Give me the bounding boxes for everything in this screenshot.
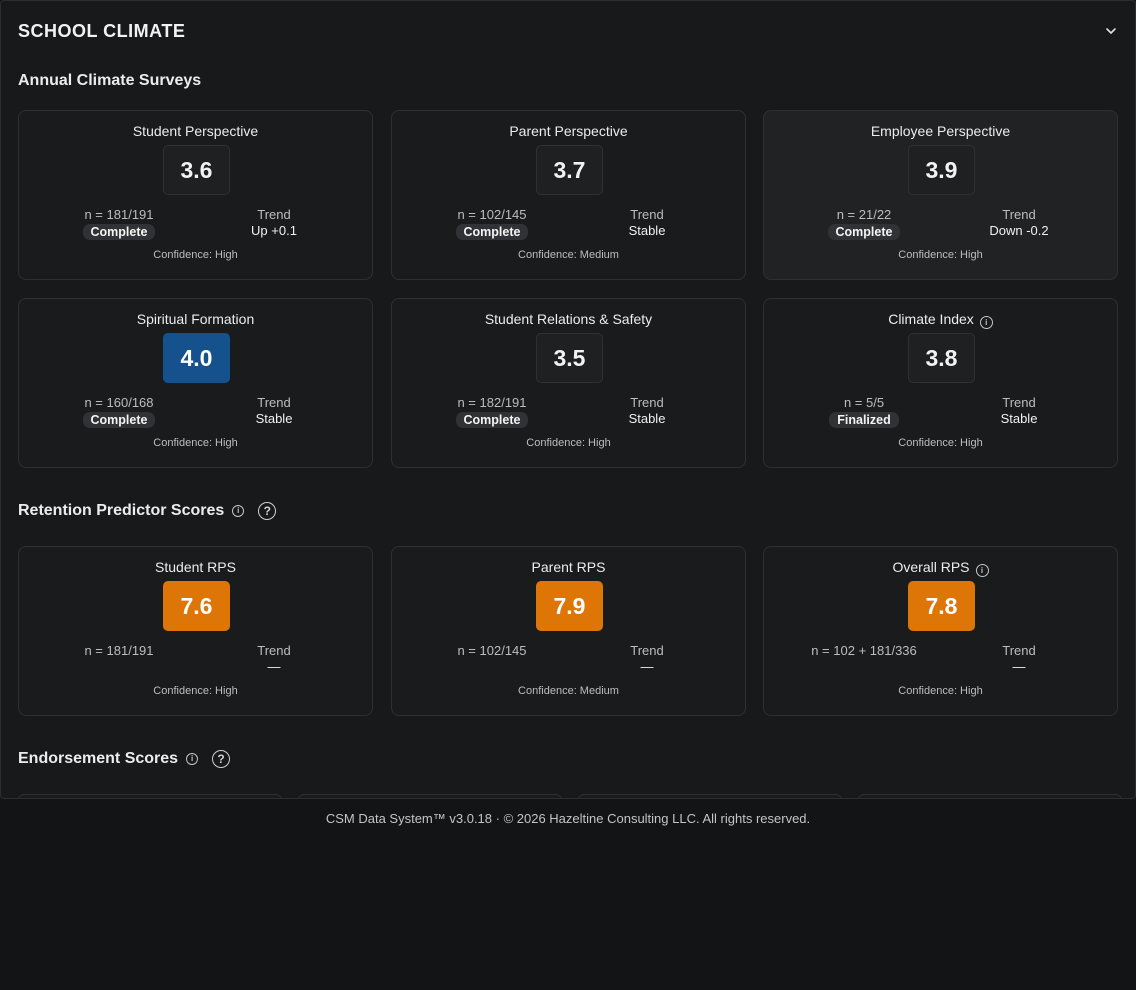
confidence-text: Confidence: High <box>898 249 983 261</box>
trend-value: — <box>640 659 654 674</box>
card-title: Parent Perspective <box>509 123 628 139</box>
info-icon[interactable]: i <box>979 316 993 329</box>
school-climate-panel: SCHOOL CLIMATE Annual Climate Surveys St… <box>0 0 1136 799</box>
confidence-text: Confidence: High <box>526 437 611 449</box>
climate-card-index: Climate Index i 3.8 n = 5/5 Finalized Tre… <box>763 298 1118 468</box>
card-title-text: Overall RPS <box>892 559 970 575</box>
chevron-down-icon[interactable] <box>1103 23 1119 39</box>
endorsement-card <box>578 794 842 798</box>
sample-size: n = 102/145 <box>457 207 527 222</box>
card-title: Overall RPS i <box>764 559 1117 577</box>
rps-card-overall: Overall RPS i 7.8 n = 102 + 181/336 Trend… <box>763 546 1118 716</box>
sample-size: n = 181/191 <box>84 207 154 222</box>
footer-copyright: CSM Data System™ v3.0.18 · © 2026 Hazelt… <box>325 811 811 826</box>
endorsement-card <box>298 794 562 798</box>
section-title-endorsement: Endorsement Scores i ? <box>18 750 231 768</box>
sample-size: n = 21/22 <box>836 207 892 222</box>
info-icon[interactable]: i <box>186 753 199 765</box>
score-box: 3.5 <box>536 333 603 383</box>
trend-value: Stable <box>255 411 293 426</box>
card-title-text: Climate Index <box>888 311 974 327</box>
help-circle-icon[interactable]: ? <box>258 502 277 520</box>
sample-size: n = 182/191 <box>457 395 527 410</box>
score-box: 7.9 <box>536 581 603 631</box>
rps-card-parent: Parent RPS 7.9 n = 102/145 Trend — Confi… <box>391 546 746 716</box>
info-icon[interactable]: i <box>975 564 989 577</box>
status-badge: Complete <box>82 412 156 428</box>
score-box: 3.7 <box>536 145 603 195</box>
trend-value: Stable <box>628 411 666 426</box>
trend-value: Up +0.1 <box>251 223 297 238</box>
card-title: Student Relations & Safety <box>484 311 653 327</box>
trend-label: Trend <box>1002 207 1036 222</box>
confidence-text: Confidence: High <box>153 685 238 697</box>
status-badge: Complete <box>82 224 156 240</box>
trend-label: Trend <box>1002 395 1036 410</box>
info-icon[interactable]: i <box>232 505 245 517</box>
card-title: Employee Perspective <box>870 123 1011 139</box>
confidence-text: Confidence: High <box>153 249 238 261</box>
sample-size: n = 181/191 <box>84 643 154 658</box>
sample-size: n = 5/5 <box>843 395 885 410</box>
confidence-text: Confidence: Medium <box>518 249 619 261</box>
sample-size: n = 102 + 181/336 <box>811 643 917 658</box>
section-title-rps: Retention Predictor Scores i ? <box>18 502 277 520</box>
status-badge: Complete <box>455 412 529 428</box>
section-title-text: Retention Predictor Scores <box>18 502 225 519</box>
card-title: Spiritual Formation <box>136 311 255 327</box>
trend-label: Trend <box>630 395 664 410</box>
status-badge: Complete <box>827 224 901 240</box>
score-box: 7.6 <box>163 581 230 631</box>
score-box: 7.8 <box>908 581 975 631</box>
trend-label: Trend <box>630 643 664 658</box>
section-title-text: Annual Climate Surveys <box>18 72 202 89</box>
climate-card-spiritual: Spiritual Formation 4.0 n = 160/168 Comp… <box>18 298 373 468</box>
confidence-text: Confidence: High <box>898 685 983 697</box>
trend-value: Stable <box>1000 411 1038 426</box>
score-box: 3.6 <box>163 145 230 195</box>
section-title-text: Endorsement Scores <box>18 750 179 767</box>
panel-title: SCHOOL CLIMATE <box>18 21 186 41</box>
trend-value: Down -0.2 <box>989 223 1049 238</box>
score-box: 3.9 <box>908 145 975 195</box>
confidence-text: Confidence: High <box>153 437 238 449</box>
trend-label: Trend <box>257 395 291 410</box>
score-box: 4.0 <box>163 333 230 383</box>
card-title: Student Perspective <box>132 123 259 139</box>
section-title-climate: Annual Climate Surveys <box>18 72 201 90</box>
card-title: Student RPS <box>155 559 236 575</box>
trend-value: — <box>267 659 281 674</box>
card-title: Parent RPS <box>531 559 606 575</box>
climate-card-student: Student Perspective 3.6 n = 181/191 Comp… <box>18 110 373 280</box>
endorsement-card <box>18 794 282 798</box>
score-box: 3.8 <box>908 333 975 383</box>
help-circle-icon[interactable]: ? <box>212 750 231 768</box>
trend-label: Trend <box>257 643 291 658</box>
endorsement-card <box>858 794 1122 798</box>
sample-size: n = 160/168 <box>84 395 154 410</box>
card-title: Climate Index i <box>764 311 1117 329</box>
trend-value: Stable <box>628 223 666 238</box>
confidence-text: Confidence: Medium <box>518 685 619 697</box>
trend-label: Trend <box>257 207 291 222</box>
trend-value: — <box>1012 659 1026 674</box>
climate-card-relations-safety: Student Relations & Safety 3.5 n = 182/1… <box>391 298 746 468</box>
climate-card-employee: Employee Perspective 3.9 n = 21/22 Compl… <box>763 110 1118 280</box>
sample-size: n = 102/145 <box>457 643 527 658</box>
confidence-text: Confidence: High <box>898 437 983 449</box>
rps-card-student: Student RPS 7.6 n = 181/191 Trend — Conf… <box>18 546 373 716</box>
status-badge: Finalized <box>829 412 899 428</box>
trend-label: Trend <box>1002 643 1036 658</box>
trend-label: Trend <box>630 207 664 222</box>
climate-card-parent: Parent Perspective 3.7 n = 102/145 Compl… <box>391 110 746 280</box>
status-badge: Complete <box>455 224 529 240</box>
